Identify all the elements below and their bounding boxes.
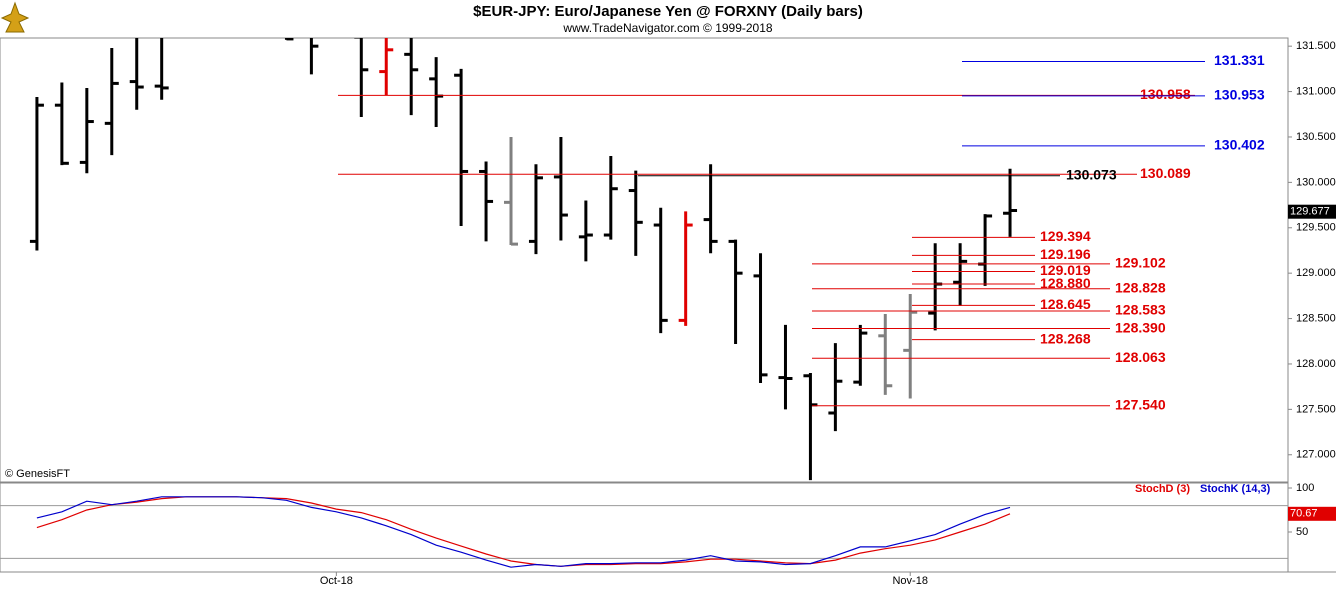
x-tick-label: Nov-18: [892, 575, 927, 587]
y-tick-label: 131.500: [1296, 40, 1336, 52]
main-frame: [0, 37, 1289, 483]
level-label: 128.645: [1040, 296, 1091, 312]
level-label: 128.880: [1040, 275, 1091, 291]
y-tick-label: 127.000: [1296, 449, 1336, 461]
level-label: 130.073: [1066, 166, 1117, 182]
level-label: 128.063: [1115, 349, 1166, 365]
annotation: © GenesisFT: [5, 468, 70, 480]
y-tick-label: 130.500: [1296, 131, 1336, 143]
level-label: 128.828: [1115, 279, 1166, 295]
y-tick-label: 128.000: [1296, 358, 1336, 370]
bars: [29, 38, 1018, 481]
y-tick-label: 129.500: [1296, 222, 1336, 234]
last-value-box: [1288, 506, 1336, 521]
level-label: 130.089: [1140, 165, 1191, 181]
level-label: 127.540: [1115, 396, 1166, 412]
legend-entry: StochD (3): [1135, 483, 1190, 495]
logo: [0, 1, 30, 33]
y-tick-label: 130.000: [1296, 176, 1336, 188]
y-tick-label: 127.500: [1296, 403, 1336, 415]
y-tick-label: 131.000: [1296, 85, 1336, 97]
level-label: 129.102: [1115, 255, 1166, 271]
y-tick-label: 100: [1296, 482, 1314, 494]
level-label: 129.019: [1040, 262, 1091, 278]
level-label: 128.390: [1115, 319, 1166, 335]
x-tick-label: Oct-18: [320, 575, 353, 587]
level-label: 131.331: [1214, 52, 1265, 68]
chart-subtitle: www.TradeNavigator.com © 1999-2018: [562, 21, 772, 35]
y-tick-label: 50: [1296, 526, 1308, 538]
level-label: 129.394: [1040, 228, 1091, 244]
level-label: 128.268: [1040, 330, 1091, 346]
level-label: 130.402: [1214, 137, 1265, 153]
stoch-line: [36, 496, 1011, 568]
y-tick-label: 128.500: [1296, 312, 1336, 324]
level-label: 129.196: [1040, 246, 1091, 262]
legend-entry: StochK (14,3): [1200, 483, 1271, 495]
level-label: 130.958: [1140, 86, 1191, 102]
last-value-label: 70.67: [1290, 508, 1318, 520]
level-label: 128.583: [1115, 302, 1166, 318]
chart-title: $EUR-JPY: Euro/Japanese Yen @ FORXNY (Da…: [473, 3, 863, 20]
level-label: 130.953: [1214, 87, 1265, 103]
y-tick-label: 129.000: [1296, 267, 1336, 279]
last-value-box: [1288, 204, 1336, 219]
lines: [36, 496, 1011, 568]
last-value-label: 129.677: [1290, 206, 1330, 218]
